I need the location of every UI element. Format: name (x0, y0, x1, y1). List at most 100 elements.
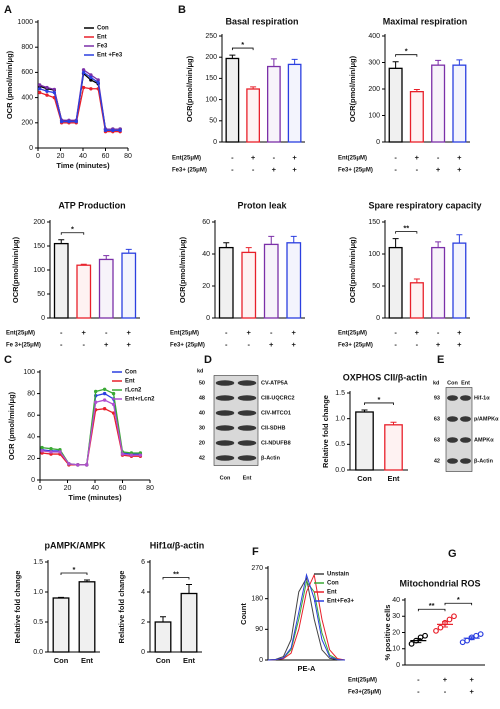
y-tick-label: 0 (29, 145, 33, 152)
treatment-sign: - (394, 340, 397, 349)
blot-band (237, 380, 257, 386)
kd-unit: kd (433, 380, 439, 386)
significance-label: * (405, 47, 408, 56)
y-tick-label: 1.0 (33, 589, 43, 596)
data-point (37, 87, 42, 91)
y-tick-label: 0 (213, 139, 217, 146)
data-point (102, 407, 107, 411)
data-point (74, 119, 78, 124)
legend-label: rLcn2 (125, 388, 142, 394)
y-axis-label: OCR(pmol/min/μg) (185, 55, 194, 122)
band-label: CII-SDHB (261, 425, 285, 431)
y-tick-label: 200 (205, 54, 217, 61)
kd-label: 42 (199, 455, 205, 461)
data-point (138, 453, 143, 457)
panel-label: G (448, 548, 457, 560)
data-point (40, 445, 44, 450)
data-point (58, 450, 62, 454)
data-point (93, 400, 98, 404)
data-point (446, 616, 453, 623)
panel-label: D (204, 354, 212, 366)
legend-label: Fe3 (97, 44, 108, 50)
treatment-sign: + (436, 165, 441, 174)
y-tick-label: 0 (41, 315, 45, 322)
legend-label: Ent (125, 379, 135, 385)
bar (431, 246, 446, 319)
y-axis-label: OCR (pmol/min/μg) (5, 50, 14, 119)
y-axis-label: OCR (pmol/min/μg) (7, 391, 16, 460)
y-tick-label: 10 (392, 646, 400, 653)
chart-title: pAMPK/AMPK (45, 540, 106, 550)
treatment-sign: - (444, 687, 447, 696)
band-label: AMPKα (474, 437, 494, 443)
y-tick-label: 0 (376, 315, 380, 322)
bar (452, 64, 467, 143)
y-tick-label: 270 (251, 565, 263, 572)
treatment-sign: + (127, 340, 132, 349)
y-tick-label: 20 (202, 283, 210, 290)
data-point (49, 446, 53, 451)
y-tick-label: 100 (368, 251, 380, 258)
y-axis-label: Count (239, 603, 248, 625)
data-point (451, 613, 457, 620)
treatment-sign: + (127, 328, 132, 337)
bar (53, 242, 69, 319)
y-tick-label: 0 (376, 139, 380, 146)
legend-label: Con (97, 26, 109, 32)
bar (409, 282, 424, 319)
y-tick-label: 1.5 (335, 390, 345, 397)
significance-bracket (395, 231, 418, 234)
kd-unit: kd (197, 368, 203, 374)
significance-bracket (60, 572, 88, 575)
x-tick-label: Ent (81, 656, 94, 665)
significance-label: ** (429, 601, 435, 610)
y-tick-label: 180 (251, 596, 263, 603)
significance-bracket (60, 232, 85, 235)
significance-label: * (71, 225, 74, 234)
blot-band (215, 380, 235, 386)
bar (241, 251, 257, 319)
significance-label: ** (173, 569, 179, 578)
y-tick-label: 100 (23, 369, 35, 376)
chart-title: Hif1α/β-actin (150, 540, 205, 550)
data-point (52, 90, 57, 95)
error-bar (415, 638, 422, 644)
blot-band (215, 455, 235, 461)
y-tick-label: 40 (27, 434, 35, 441)
data-point (37, 83, 42, 87)
series-line (267, 573, 346, 661)
y-axis-label: OCR(pmol/min/μg) (178, 236, 187, 303)
y-tick-label: 6 (141, 559, 145, 566)
band-label: p/AMPKα (Thr172) (474, 416, 500, 422)
bar (452, 242, 467, 319)
bar (266, 65, 281, 143)
kd-label: 50 (199, 380, 205, 386)
blot-band (237, 440, 257, 446)
treatment-sign: + (457, 328, 462, 337)
error-bar (435, 241, 442, 248)
data-point (45, 85, 49, 90)
y-tick-label: 300 (368, 59, 380, 66)
blot-band (460, 395, 471, 401)
bar (76, 264, 92, 319)
x-tick-label: Con (357, 474, 372, 483)
data-point (81, 85, 86, 90)
blot-background (445, 387, 473, 472)
legend-label: Ent+Fe3+ (327, 599, 355, 605)
treatment-label: Fe3+ (25μM) (338, 343, 373, 349)
x-tick-label: Ent (183, 656, 196, 665)
chart-title: Proton leak (237, 200, 287, 210)
data-point (89, 78, 93, 82)
y-tick-label: 150 (205, 75, 217, 82)
treatment-label: Ent(25μM) (172, 156, 201, 162)
treatment-sign: + (247, 328, 252, 337)
y-tick-label: 0.0 (335, 467, 345, 474)
error-bar (250, 86, 257, 89)
x-axis-label: Time (minutes) (68, 493, 122, 502)
data-point (96, 78, 100, 82)
treatment-sign: + (415, 153, 420, 162)
treatment-label: Fe3+ (25μM) (338, 168, 373, 174)
treatment-sign: + (272, 165, 277, 174)
treatment-sign: - (270, 328, 273, 337)
y-tick-label: 400 (368, 33, 380, 40)
